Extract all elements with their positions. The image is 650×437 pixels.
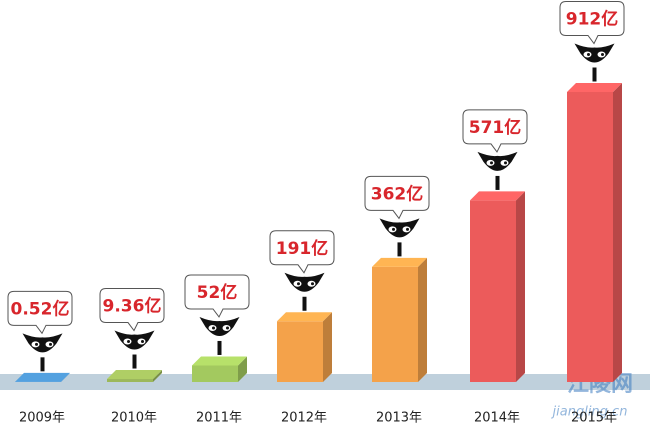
bar-side [323, 312, 332, 382]
mascot-leg [495, 175, 500, 190]
mascot [22, 333, 63, 372]
x-tick-label: 2011年 [196, 411, 242, 426]
value-label: 0.52亿 [11, 298, 70, 319]
bar [567, 83, 622, 382]
speech-bubble [364, 175, 430, 220]
x-tick-label: 2012年 [281, 411, 327, 426]
bar [470, 191, 525, 382]
mascot-leg [132, 354, 137, 369]
x-tick-label: 2014年 [474, 411, 520, 426]
mascot-pupil [49, 342, 52, 346]
mascot-pupil [127, 340, 130, 344]
mascot-leg [217, 340, 222, 355]
mascot [574, 43, 615, 82]
mascot-leg [40, 357, 45, 372]
mascot-pupil [226, 326, 229, 330]
bar-side [153, 370, 162, 382]
x-tick-label: 2015年 [571, 411, 617, 426]
bar-side [613, 83, 622, 382]
mascot-head [114, 330, 155, 350]
mascot-pupil [601, 53, 604, 56]
mascot-head [199, 316, 240, 336]
mascot [114, 330, 155, 369]
mascot-pupil [504, 161, 507, 165]
value-label: 52亿 [197, 282, 238, 303]
mascot-head [284, 272, 325, 292]
mascot-pupil [141, 340, 144, 344]
bar [277, 312, 332, 382]
bar-side [238, 356, 247, 382]
bar-side [61, 372, 70, 382]
value-label: 9.36亿 [103, 296, 162, 317]
mascot [199, 316, 240, 355]
bar-top [470, 191, 525, 201]
mascot-pupil [490, 161, 493, 165]
bar-top [567, 83, 622, 92]
bar-top [192, 356, 247, 366]
speech-bubble [559, 1, 625, 45]
bar-front [567, 92, 613, 382]
mascot-head [22, 333, 63, 353]
bar-top [277, 312, 332, 322]
mascot-pupil [297, 282, 300, 286]
mascot [477, 151, 518, 190]
bar [192, 356, 247, 382]
mascot [284, 272, 325, 311]
value-label: 191亿 [276, 238, 329, 259]
bar-front [107, 379, 153, 382]
bar-front [192, 365, 238, 382]
mascot-leg [592, 67, 597, 82]
mascot-pupil [587, 53, 590, 56]
bar-top [15, 372, 70, 382]
mascot-head [477, 151, 518, 171]
x-tick-label: 2013年 [376, 411, 422, 426]
speech-bubble [7, 290, 73, 335]
mascot-pupil [406, 227, 409, 231]
bar-front [277, 321, 323, 382]
mascot [379, 218, 420, 257]
bar-front [372, 266, 418, 382]
watermark: jiangling.cn [551, 405, 628, 420]
mascot-pupil [35, 342, 38, 346]
speech-bubble [462, 109, 528, 153]
value-label: 912亿 [566, 9, 619, 30]
value-label: 571亿 [469, 117, 522, 138]
value-label: 362亿 [371, 183, 424, 204]
bar-front [470, 200, 516, 382]
bar-side [418, 257, 427, 382]
bar [15, 372, 70, 382]
mascot-leg [302, 296, 307, 311]
mascot-leg [397, 242, 402, 257]
bar-top [107, 370, 162, 380]
speech-bubble [269, 230, 335, 274]
speech-bubble [184, 274, 250, 318]
bar [372, 257, 427, 382]
x-tick-label: 2009年 [19, 411, 65, 426]
x-tick-label: 2010年 [111, 411, 157, 426]
bar [107, 370, 162, 382]
mascot-head [379, 218, 420, 238]
mascot-pupil [311, 282, 314, 286]
speech-bubble [99, 288, 165, 332]
mascot-pupil [392, 227, 395, 231]
mascot-head [574, 43, 615, 63]
mascot-pupil [212, 326, 215, 330]
bar-top [372, 257, 427, 267]
bar-side [516, 191, 525, 382]
